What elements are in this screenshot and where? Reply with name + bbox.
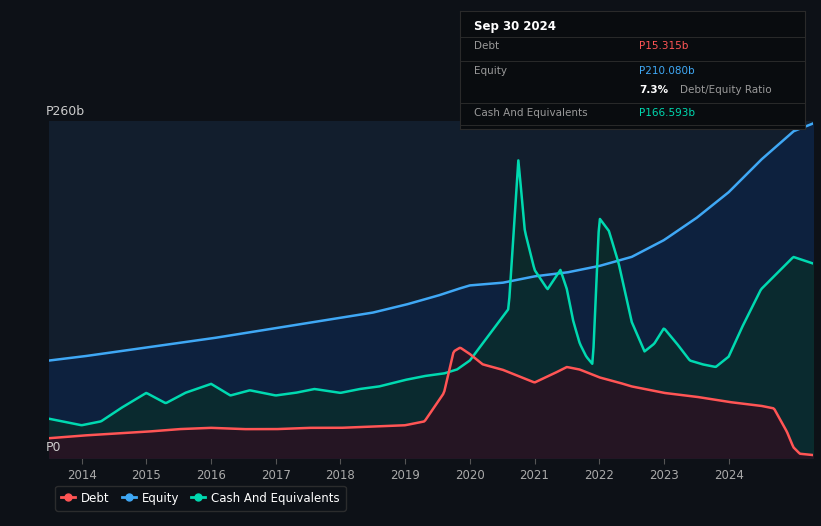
Text: P15.315b: P15.315b [639,42,689,52]
Text: Debt/Equity Ratio: Debt/Equity Ratio [681,85,772,95]
Text: Debt: Debt [474,42,498,52]
Text: P260b: P260b [45,105,85,118]
Text: 7.3%: 7.3% [639,85,668,95]
Legend: Debt, Equity, Cash And Equivalents: Debt, Equity, Cash And Equivalents [55,486,346,511]
Text: Equity: Equity [474,66,507,76]
Text: P210.080b: P210.080b [639,66,695,76]
Text: Sep 30 2024: Sep 30 2024 [474,20,556,33]
Text: P166.593b: P166.593b [639,108,695,118]
Text: P0: P0 [45,441,61,454]
Text: Cash And Equivalents: Cash And Equivalents [474,108,587,118]
